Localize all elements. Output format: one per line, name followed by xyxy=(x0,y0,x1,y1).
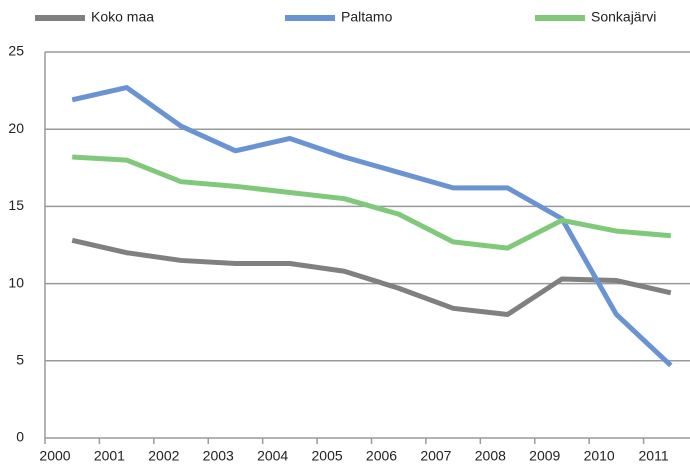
legend-label: Paltamo xyxy=(341,9,393,25)
y-tick-label: 20 xyxy=(8,120,24,136)
x-tick-label: 2005 xyxy=(312,448,343,464)
x-tick-label: 2008 xyxy=(475,448,506,464)
y-tick-label: 5 xyxy=(16,352,24,368)
x-tick-label: 2001 xyxy=(94,448,125,464)
y-tick-label: 10 xyxy=(8,274,24,290)
y-tick-label: 25 xyxy=(8,43,24,59)
x-tick-label: 2011 xyxy=(639,448,669,464)
legend-label: Koko maa xyxy=(91,9,154,25)
legend-label: Sonkajärvi xyxy=(591,9,656,25)
x-tick-label: 2003 xyxy=(203,448,234,464)
series-line xyxy=(71,237,672,317)
x-tick-label: 2006 xyxy=(366,448,397,464)
x-tick-label: 2000 xyxy=(39,448,70,464)
series-line xyxy=(72,154,672,251)
x-tick-label: 2002 xyxy=(148,448,179,464)
x-tick-label: 2009 xyxy=(529,448,560,464)
y-tick-label: 15 xyxy=(8,197,24,213)
y-tick-label: 0 xyxy=(16,429,24,445)
x-tick-label: 2007 xyxy=(420,448,451,464)
series-line xyxy=(71,85,673,368)
x-tick-label: 2010 xyxy=(584,448,615,464)
x-tick-label: 2004 xyxy=(257,448,288,464)
